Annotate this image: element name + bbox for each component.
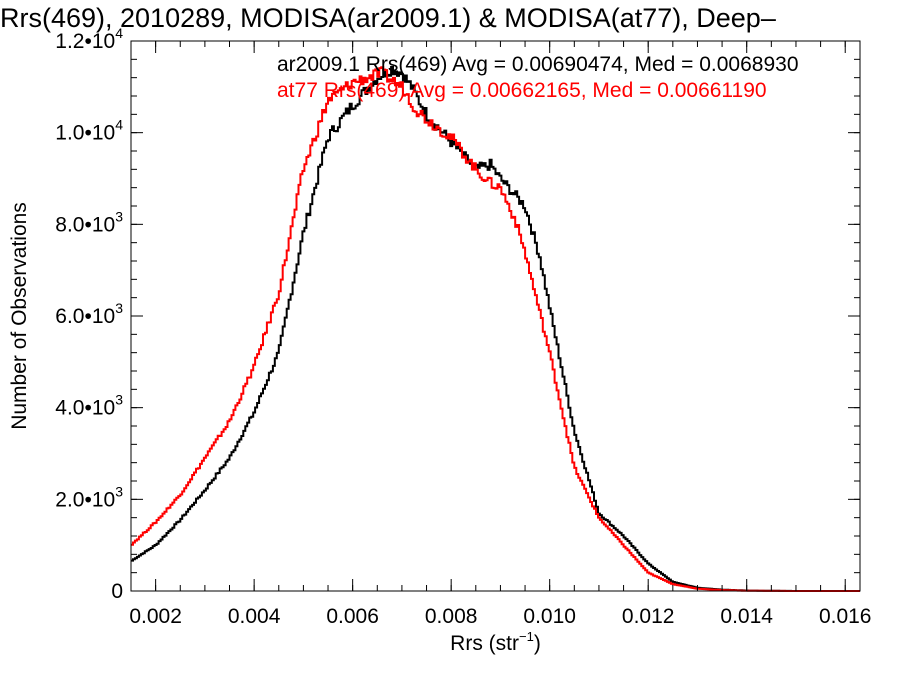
y-tick-label: 4.0•103 [55,392,123,420]
x-axis-title: Rrs (str−1) [450,629,541,655]
plot-frame [130,40,861,592]
y-tick-label: 1.2•104 [55,25,123,53]
x-tick-label: 0.014 [720,605,773,628]
legend-entry-ar2009: ar2009.1 Rrs(469) Avg = 0.00690474, Med … [277,53,799,76]
x-tick-label: 0.004 [228,605,281,628]
y-tick-label: 1.0•104 [55,117,123,145]
y-tick-label: 6.0•103 [55,300,123,328]
y-axis-title: Number of Observations [8,202,31,430]
legend-entry-at77: at77 Rrs(469) Avg = 0.00662165, Med = 0.… [277,79,767,102]
axis-ticks [130,40,860,592]
x-tick-label: 0.012 [622,605,675,628]
y-tick-label: 8.0•103 [55,208,123,236]
y-tick-label: 2.0•103 [55,483,123,511]
x-tick-label: 0.010 [523,605,576,628]
plot-lines [131,66,860,592]
x-tick-label: 0.008 [425,605,478,628]
x-tick-label: 0.002 [129,605,182,628]
series-line-ar2009-1 [131,66,860,592]
y-tick-label: 0 [111,580,123,603]
chart-title: Rrs(469), 2010289, MODISA(ar2009.1) & MO… [0,3,776,33]
series-line-at77 [131,66,860,592]
x-tick-label: 0.016 [819,605,872,628]
axis-tick-labels: 0.002 0.004 0.006 0.008 0.010 0.012 0.014 0.016… [55,25,871,628]
x-tick-label: 0.006 [326,605,379,628]
